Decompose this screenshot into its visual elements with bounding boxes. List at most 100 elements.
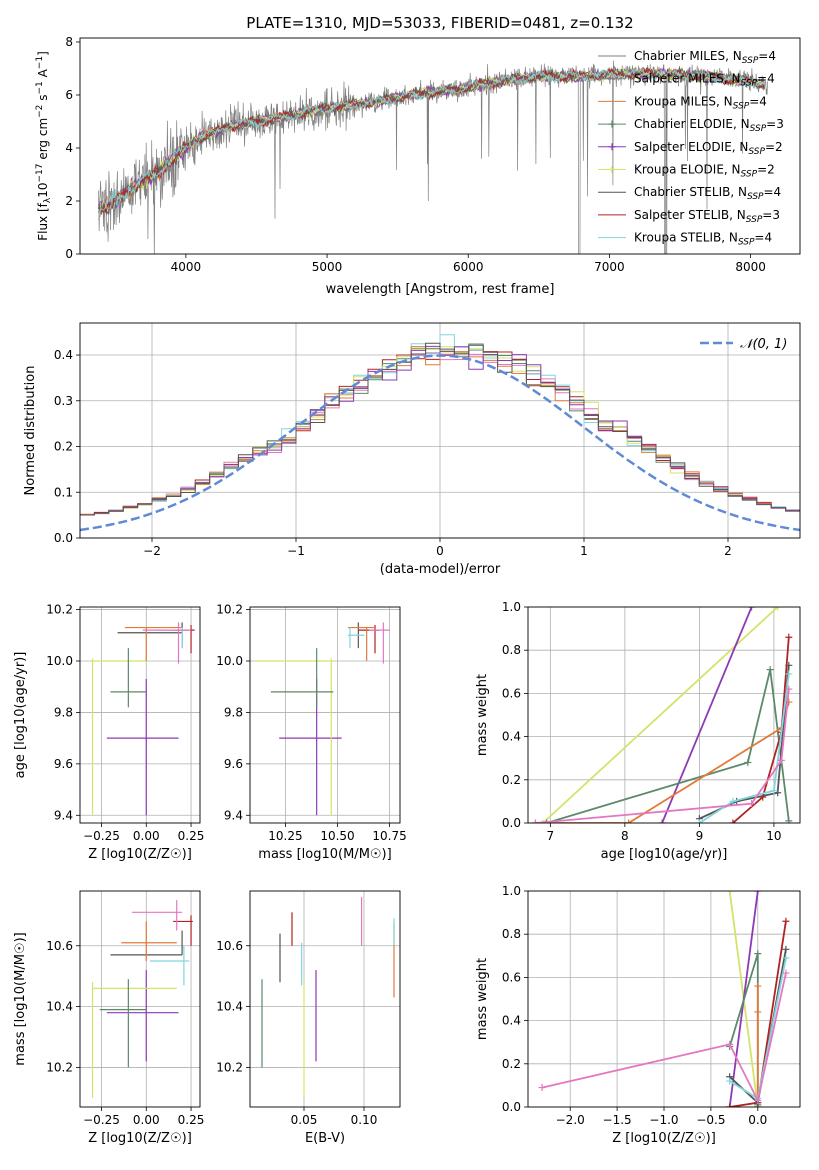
y-tick-label: 10.2 (46, 1060, 73, 1074)
y-tick-label: 9.6 (54, 757, 73, 771)
legend-label: Kroupa STELIB, NSSP=4 (634, 231, 772, 248)
y-tick-label: 2 (65, 194, 73, 208)
x-axis-label: Z [log10(Z/Z☉)] (612, 1131, 716, 1146)
y-tick-label: 0.2 (54, 440, 73, 454)
model-spectrum-line (98, 66, 765, 215)
mass-weight-point (754, 982, 762, 990)
mass-weight-point (726, 1077, 734, 1085)
legend-label-sub: SSP (741, 79, 758, 89)
y-tick-label: 0.2 (502, 1057, 521, 1071)
y-axis-label-part: −1 (35, 56, 45, 69)
legend-marker (608, 120, 616, 128)
y-tick-label: 10.2 (216, 603, 243, 617)
x-axis-label: wavelength [Angstrom, rest frame] (326, 282, 555, 297)
legend-label-sub: SSP (741, 170, 758, 180)
legend-label-sub: SSP (746, 215, 763, 225)
normal-reference-curve (80, 354, 800, 532)
legend-label-count: =3 (766, 117, 784, 131)
axes-frame (249, 606, 401, 824)
x-tick-label: −1 (287, 544, 305, 558)
y-tick-label: 1.0 (502, 884, 521, 898)
mass-weight-point (729, 819, 737, 823)
histogram-step-line (80, 345, 800, 516)
x-tick-label: 8 (621, 829, 629, 843)
massweight-vs-age-panel: 7 8 9 10 0.0 0.2 0.4 0.6 0.8 1.0 age [log10(age/yr… (475, 600, 801, 862)
legend-label-name: Chabrier MILES, N (634, 49, 742, 63)
axes-frame (527, 606, 801, 824)
x-tick-label: 0.05 (291, 1113, 318, 1127)
mass-weight-point (625, 819, 633, 823)
x-tick-label: 10 (766, 829, 781, 843)
legend-label-name: Chabrier ELODIE, N (634, 117, 750, 131)
x-axis-label: (data-model)/error (380, 562, 501, 577)
legend-label-name: Kroupa STELIB, N (634, 231, 738, 245)
axes-frame (79, 37, 801, 255)
legend-label: Chabrier STELIB, NSSP=4 (634, 185, 781, 202)
mass-weight-point (539, 819, 547, 823)
mass-weight-point (770, 787, 778, 795)
x-tick-label: 9 (696, 829, 704, 843)
legend-label-sub: SSP (733, 101, 750, 111)
mass-weight-point (766, 666, 774, 674)
y-tick-label: 9.8 (224, 705, 243, 719)
x-tick-label: −0.5 (696, 1113, 725, 1127)
mass-weight-line (732, 637, 790, 823)
line-series-group (538, 891, 790, 1107)
x-tick-label: 0.00 (133, 1113, 160, 1127)
y-axis-label: mass weight (475, 958, 490, 1040)
mass-weight-line (699, 665, 790, 820)
y-tick-label: 0.6 (502, 686, 521, 700)
axes-frame (527, 890, 801, 1108)
legend-label-name: Salpeter ELODIE, N (634, 140, 748, 154)
mass-weight-point (726, 1040, 734, 1048)
legend-label: 𝒩(0, 1) (740, 337, 787, 352)
mass-weight-point (785, 685, 793, 693)
y-tick-label: 0.0 (502, 1100, 521, 1114)
mass-weight-line (541, 972, 787, 1104)
mass-weight-line (698, 673, 790, 823)
mass-weight-point (777, 756, 785, 764)
x-tick-label: 0.0 (748, 1113, 767, 1127)
x-tick-label: 0 (436, 544, 444, 558)
y-tick-label: 10.4 (216, 1000, 243, 1014)
age-vs-mass-panel: 10.25 10.50 10.75 9.4 9.6 9.8 10.0 10.2 mass [lo… (216, 603, 406, 862)
mass-weight-point (774, 789, 782, 797)
y-tick-label: 0.0 (502, 816, 521, 830)
mass-weight-point (748, 607, 756, 611)
mass-weight-point (785, 670, 793, 678)
x-tick-label: 5000 (312, 260, 343, 274)
mass-weight-point (658, 819, 666, 823)
histogram-group (80, 334, 800, 532)
mass-weight-line (661, 607, 753, 823)
legend-label-sub: SSP (750, 124, 767, 134)
y-axis-label: Flux [fλ10−17 erg cm−2 s−1 A−1] (35, 51, 53, 241)
y-tick-label: 9.6 (224, 757, 243, 771)
legend-label-sub: SSP (742, 56, 759, 66)
y-tick-label: 10.6 (216, 939, 243, 953)
mass-weight-point (538, 1084, 546, 1092)
y-tick-label: 9.8 (54, 705, 73, 719)
errorbar-group (91, 900, 193, 1098)
legend-label-count: =4 (758, 49, 776, 63)
y-tick-label: 0.4 (502, 730, 521, 744)
model-spectrum-line (97, 66, 765, 221)
mass-vs-metallicity-panel: −0.25 0.00 0.25 10.2 10.4 10.6 Z [log10(Z/Z☉)]… (13, 890, 204, 1146)
legend-label: Kroupa MILES, NSSP=4 (634, 94, 767, 111)
legend-label-count: =4 (754, 231, 772, 245)
x-tick-label: 8000 (735, 260, 766, 274)
model-spectrum-line (98, 67, 765, 210)
x-tick-label: −0.25 (83, 829, 120, 843)
y-tick-label: 0.4 (502, 1014, 521, 1028)
histogram-step-line (80, 342, 800, 516)
mass-weight-point (543, 819, 551, 823)
x-tick-label: −0.25 (83, 1113, 120, 1127)
legend-label-name: Kroupa MILES, N (634, 94, 733, 108)
y-axis-label-part: λ (43, 197, 53, 203)
y-axis-label-part: erg cm (36, 118, 50, 164)
y-tick-label: 4 (65, 141, 73, 155)
x-tick-label: 7000 (594, 260, 625, 274)
y-tick-label: 10.0 (46, 654, 73, 668)
mass-weight-point (782, 954, 790, 962)
mass-weight-point (726, 891, 734, 895)
